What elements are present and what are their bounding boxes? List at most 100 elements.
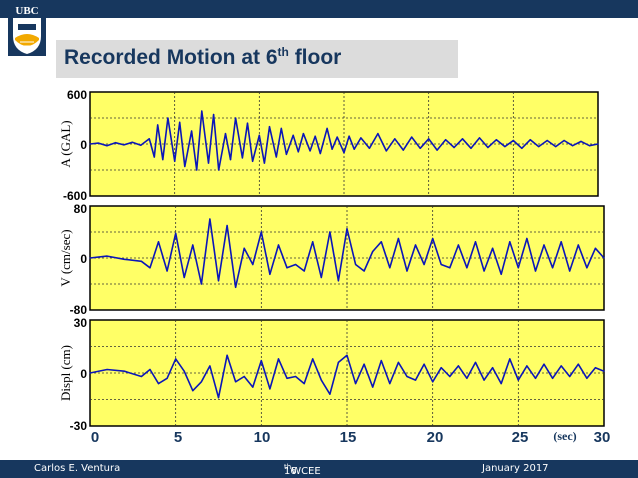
data-point bbox=[243, 375, 245, 378]
data-point bbox=[179, 121, 181, 123]
data-point bbox=[380, 241, 382, 243]
data-point bbox=[457, 365, 459, 367]
x-tick-label: 20 bbox=[427, 429, 444, 446]
data-point bbox=[319, 152, 321, 155]
data-point bbox=[466, 267, 468, 269]
data-point bbox=[603, 370, 605, 372]
data-point bbox=[474, 361, 477, 363]
data-point bbox=[191, 130, 193, 132]
data-point bbox=[89, 257, 91, 259]
data-point bbox=[106, 255, 108, 257]
data-point bbox=[397, 237, 399, 240]
y-tick-label: 80 bbox=[74, 202, 88, 216]
data-point bbox=[149, 267, 151, 269]
data-point bbox=[363, 270, 365, 272]
data-point bbox=[406, 270, 408, 272]
data-point bbox=[183, 276, 185, 279]
data-point bbox=[500, 273, 502, 275]
data-point bbox=[263, 162, 266, 164]
data-point bbox=[149, 368, 151, 371]
chart-panel-2: 80 0 -80 V (cm/sec) bbox=[58, 202, 605, 317]
data-point bbox=[235, 286, 237, 288]
data-point bbox=[432, 381, 434, 383]
data-point bbox=[504, 146, 506, 148]
data-point bbox=[286, 377, 288, 379]
data-point bbox=[157, 241, 160, 243]
x-tick-label: 0 bbox=[91, 429, 99, 446]
data-point bbox=[292, 134, 294, 136]
data-point bbox=[218, 169, 220, 171]
data-point bbox=[246, 122, 249, 124]
data-point bbox=[397, 361, 399, 363]
data-point bbox=[363, 363, 365, 365]
x-tick-label: 10 bbox=[254, 429, 271, 446]
data-point bbox=[353, 148, 355, 150]
data-point bbox=[445, 139, 447, 141]
data-point bbox=[268, 126, 271, 128]
data-point bbox=[226, 224, 228, 227]
data-point bbox=[457, 244, 459, 246]
y-tick-label: -600 bbox=[63, 189, 87, 203]
data-point bbox=[200, 381, 202, 383]
data-point bbox=[555, 146, 557, 148]
data-point bbox=[414, 379, 417, 381]
data-point bbox=[97, 142, 100, 144]
ubc-crest-logo: UBC bbox=[8, 2, 46, 56]
data-point bbox=[552, 267, 554, 269]
data-point bbox=[449, 267, 451, 269]
data-point bbox=[312, 358, 314, 360]
data-point bbox=[260, 231, 262, 233]
data-point bbox=[354, 383, 357, 385]
data-point bbox=[217, 397, 220, 399]
chart-panel-1: 600 0 -600 A (GAL) bbox=[58, 88, 599, 203]
data-point bbox=[406, 375, 408, 378]
data-point bbox=[586, 377, 588, 379]
data-point bbox=[201, 110, 203, 112]
data-point bbox=[309, 150, 311, 152]
data-point bbox=[560, 365, 562, 367]
x-tick-label: 30 bbox=[594, 429, 611, 446]
data-point bbox=[285, 153, 288, 155]
data-point bbox=[140, 375, 142, 378]
data-point bbox=[275, 156, 277, 158]
chart-panel-3: 30 0 -30 Displ (cm) bbox=[58, 316, 605, 433]
x-tick-label: 25 bbox=[512, 429, 529, 446]
data-point bbox=[166, 377, 168, 379]
data-point bbox=[470, 147, 472, 149]
y-tick-label: 0 bbox=[80, 252, 87, 266]
data-point bbox=[153, 156, 155, 158]
data-point bbox=[226, 354, 228, 356]
data-point bbox=[500, 383, 502, 385]
data-point bbox=[411, 136, 413, 138]
data-point bbox=[603, 257, 605, 259]
data-point bbox=[320, 276, 322, 279]
data-point bbox=[252, 386, 254, 388]
data-point bbox=[466, 377, 468, 379]
data-point bbox=[336, 136, 338, 138]
data-point bbox=[123, 258, 125, 260]
data-point bbox=[517, 267, 519, 269]
data-point bbox=[560, 241, 562, 243]
data-point bbox=[368, 147, 370, 149]
data-point bbox=[354, 263, 357, 266]
data-point bbox=[521, 147, 523, 149]
title-box: Recorded Motion at 6th floor bbox=[56, 40, 458, 78]
y-tick-label: 0 bbox=[80, 138, 87, 152]
data-point bbox=[140, 144, 142, 146]
data-point bbox=[166, 270, 168, 272]
data-point bbox=[377, 133, 379, 135]
data-point bbox=[162, 159, 164, 161]
y-tick-label: 0 bbox=[80, 367, 87, 381]
data-point bbox=[449, 375, 451, 378]
data-point bbox=[432, 237, 434, 240]
data-point bbox=[572, 145, 574, 147]
data-point bbox=[295, 263, 297, 266]
data-point bbox=[372, 250, 374, 253]
data-point bbox=[580, 140, 582, 142]
series-line bbox=[89, 218, 605, 289]
data-point bbox=[389, 267, 391, 269]
data-point bbox=[474, 241, 477, 243]
data-point bbox=[252, 263, 254, 266]
data-point bbox=[543, 244, 545, 246]
